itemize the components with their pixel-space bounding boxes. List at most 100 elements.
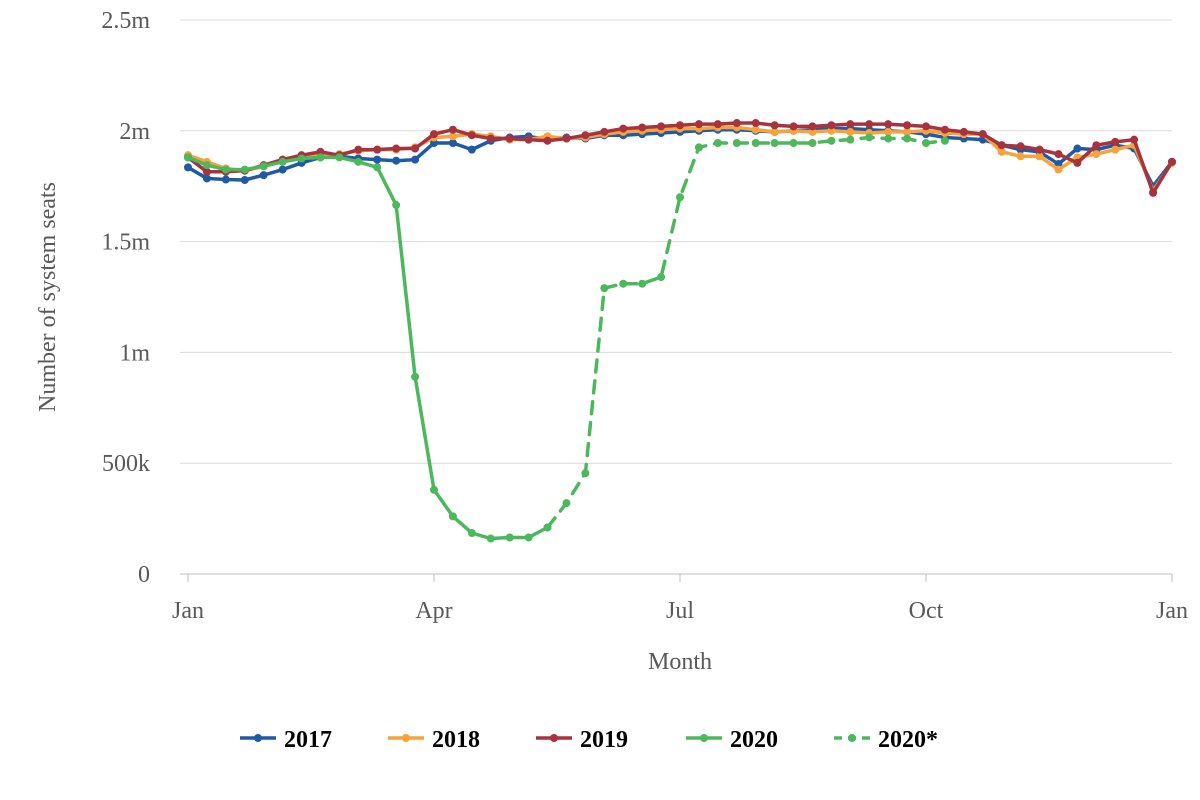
data-point [1092, 141, 1101, 150]
data-point [448, 125, 457, 134]
y-tick-label: 0 [138, 562, 150, 588]
data-point [865, 120, 874, 129]
data-point [448, 512, 457, 521]
data-point [1092, 150, 1101, 159]
legend-marker [402, 734, 410, 742]
data-point [392, 156, 401, 165]
data-point [789, 138, 798, 147]
data-point [392, 201, 401, 210]
series-layer [184, 119, 1176, 543]
legend: 2017 2018 2019 2020 2020* [240, 727, 938, 753]
data-point [1054, 150, 1063, 159]
legend-item: 2018 [388, 727, 480, 753]
data-point [411, 155, 420, 164]
data-point [316, 153, 325, 162]
data-point [505, 533, 514, 542]
data-point [694, 120, 703, 129]
data-point [903, 121, 912, 130]
y-tick-label: 2m [119, 119, 150, 145]
data-point [430, 130, 438, 139]
grid-layer [180, 19, 1172, 464]
data-point [411, 372, 420, 381]
data-point [373, 155, 382, 164]
data-point [694, 143, 703, 152]
legend-item: 2020* [834, 727, 938, 753]
series-2019 [184, 119, 1176, 197]
y-tick-label: 2.5m [101, 8, 150, 34]
data-point [846, 127, 855, 136]
y-tick-label: 1.5m [101, 230, 150, 256]
data-point [1016, 142, 1025, 151]
data-point [448, 138, 457, 147]
data-point [619, 124, 628, 133]
data-point [1035, 152, 1044, 161]
data-point [486, 134, 495, 143]
x-axis-title: Month [648, 649, 712, 675]
data-point [865, 133, 874, 142]
data-point [808, 138, 817, 147]
data-point [543, 136, 552, 145]
x-tick-label: Jan [172, 598, 204, 624]
series-line [186, 155, 550, 541]
data-point [600, 284, 609, 293]
data-point [1111, 145, 1120, 154]
data-point [827, 121, 836, 130]
data-point [543, 523, 552, 532]
data-point [978, 130, 987, 139]
data-point [202, 174, 211, 183]
data-point [562, 134, 571, 143]
data-point [240, 165, 249, 174]
data-point [259, 162, 268, 171]
legend-marker [254, 734, 262, 742]
data-point [373, 163, 382, 172]
data-point [373, 145, 382, 154]
x-tick-label: Oct [909, 598, 944, 624]
axis-layer: 0 500k 1m 1.5m 2m 2.5m Jan Apr Jul Oct Jan [101, 8, 1188, 624]
data-point [581, 131, 590, 140]
data-point [940, 125, 949, 134]
data-point [467, 529, 476, 537]
data-point [240, 176, 249, 184]
data-point [184, 163, 192, 172]
data-point [751, 125, 760, 134]
legend-marker [848, 734, 856, 742]
data-point [1111, 137, 1120, 146]
data-point [524, 533, 533, 542]
data-point [713, 138, 722, 147]
data-point [846, 135, 855, 144]
series-2020-projected [543, 133, 949, 532]
data-point [732, 138, 741, 147]
data-point [770, 121, 779, 130]
x-tick-label: Jul [666, 598, 694, 624]
data-point [940, 136, 949, 145]
data-point [657, 273, 666, 282]
legend-label: 2020* [878, 727, 938, 753]
data-point [676, 121, 684, 130]
data-point [1016, 152, 1025, 161]
data-point [221, 165, 230, 174]
data-point [638, 123, 647, 132]
data-point [808, 122, 817, 131]
data-point [505, 134, 514, 143]
data-point [202, 167, 211, 176]
data-point [657, 122, 666, 131]
series-line [545, 135, 947, 530]
data-point [184, 153, 192, 162]
data-point [392, 144, 401, 153]
label-layer: Month Number of system seats [35, 182, 712, 675]
data-point [581, 469, 590, 478]
legend-label: 2018 [432, 727, 480, 753]
data-point [430, 485, 438, 494]
data-point [448, 132, 457, 141]
data-point [1073, 144, 1082, 153]
data-point [335, 153, 344, 162]
data-point [922, 122, 930, 131]
data-point [221, 175, 230, 184]
data-point [354, 145, 363, 154]
data-point [751, 119, 760, 128]
data-point [278, 157, 287, 166]
data-point [884, 120, 893, 129]
legend-item: 2019 [536, 727, 628, 753]
